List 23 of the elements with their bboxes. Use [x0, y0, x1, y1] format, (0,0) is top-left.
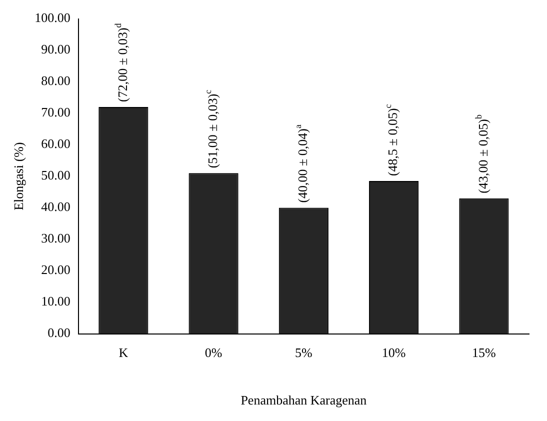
y-axis-title: Elongasi (%): [11, 142, 26, 210]
y-tick-label: 0.00: [48, 325, 70, 340]
y-tick-label: 10.00: [41, 294, 70, 309]
data-label: (40,00 ± 0,04)a: [293, 124, 310, 203]
data-label: (72,00 ± 0,03)d: [112, 22, 130, 102]
x-tick-label: 5%: [295, 345, 313, 360]
y-tick-label: 20.00: [41, 262, 70, 278]
x-tick-label: 15%: [472, 345, 496, 360]
data-label: (48,5 ± 0,05)c: [383, 104, 400, 176]
y-tick-label: 50.00: [41, 168, 70, 183]
x-axis-title: Penambahan Karagenan: [240, 392, 368, 408]
data-label: (43,00 ± 0,05)b: [473, 114, 490, 194]
y-tick-label: 80.00: [41, 73, 70, 88]
y-tick-label: 100.00: [34, 10, 70, 26]
y-tick-label: 90.00: [41, 42, 70, 57]
x-tick-label: 0%: [204, 345, 222, 360]
y-tick-label: 40.00: [41, 199, 70, 214]
y-tick-label: 30.00: [41, 230, 70, 246]
y-tick-label: 70.00: [41, 104, 70, 120]
data-label: (51,00 ± 0,03)c: [202, 90, 220, 168]
x-tick-label: K: [118, 345, 129, 360]
y-tick-label: 60.00: [41, 136, 70, 152]
x-tick-label: 10%: [382, 345, 406, 360]
